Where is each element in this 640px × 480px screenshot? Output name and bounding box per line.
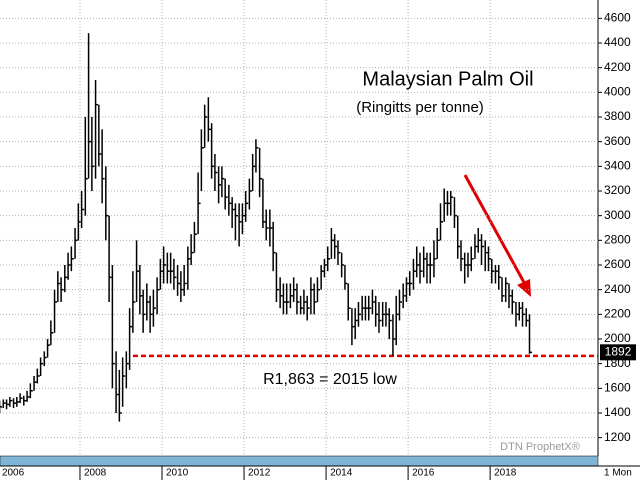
y-tick-label: 4200 — [604, 60, 631, 74]
timeline-strip — [0, 455, 599, 467]
x-tick-label: 2018 — [494, 468, 517, 479]
y-tick-label: 2400 — [604, 282, 631, 296]
y-tick-label: 1600 — [604, 381, 631, 395]
y-tick-label: 1400 — [604, 405, 631, 419]
trend-arrow-head — [517, 279, 531, 297]
y-tick-label: 2800 — [604, 233, 631, 247]
y-tick-label: 2000 — [604, 331, 631, 345]
watermark: DTN ProphetX® — [500, 441, 580, 453]
last-value-label: 1892 — [605, 344, 632, 358]
x-tick-label: 2010 — [166, 468, 189, 479]
chart-title: Malaysian Palm Oil — [362, 68, 533, 90]
y-tick-label: 2600 — [604, 257, 631, 271]
y-tick-label: 3200 — [604, 183, 631, 197]
annotation: R1,863 = 2015 low — [263, 371, 397, 388]
x-tick-label: 2014 — [330, 468, 353, 479]
y-tick-label: 4600 — [604, 11, 631, 25]
x-tick-label: 2016 — [412, 468, 435, 479]
y-tick-label: 3800 — [604, 109, 631, 123]
chart-subtitle: (Ringitts per tonne) — [356, 99, 484, 116]
y-tick-label: 4000 — [604, 85, 631, 99]
y-tick-label: 3400 — [604, 159, 631, 173]
y-tick-label: 2200 — [604, 307, 631, 321]
x-tick-label: 2012 — [248, 468, 271, 479]
y-tick-label: 3000 — [604, 208, 631, 222]
y-tick-label: 1200 — [604, 430, 631, 444]
y-tick-label: 4400 — [604, 35, 631, 49]
last-value-box — [600, 344, 636, 361]
y-tick-label: 3600 — [604, 134, 631, 148]
period-label: 1 Mon — [604, 468, 632, 479]
trend-arrow — [463, 174, 528, 287]
x-tick-label: 2006 — [2, 468, 25, 479]
x-tick-label: 2008 — [84, 468, 107, 479]
